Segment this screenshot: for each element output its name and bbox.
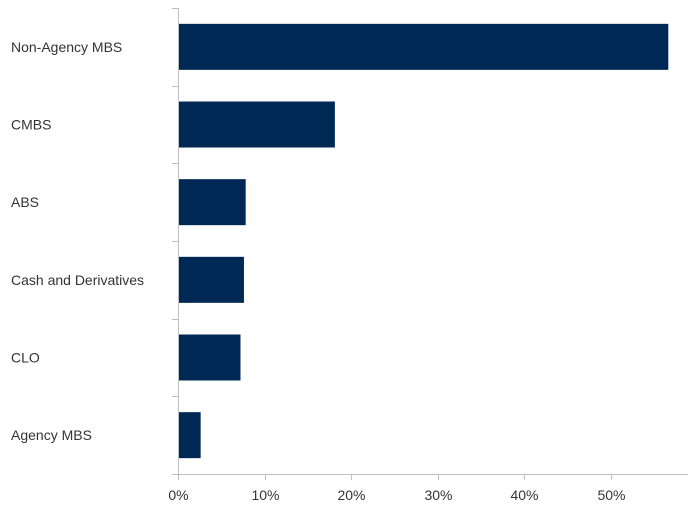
bar-agency-mbs (179, 412, 201, 459)
category-labels: Non-Agency MBS CMBS ABS Cash and Derivative… (11, 39, 144, 443)
x-tick-label-10: 10% (251, 487, 279, 503)
bar-clo (179, 334, 241, 381)
bar-abs (179, 179, 246, 226)
category-label-non-agency-mbs: Non-Agency MBS (11, 39, 122, 55)
x-tick-label-0: 0% (168, 487, 188, 503)
category-label-cash-and-derivatives: Cash and Derivatives (11, 272, 144, 288)
bar-non-agency-mbs (179, 23, 669, 70)
x-tick-label-30: 30% (424, 487, 452, 503)
bar-cash-and-derivatives (179, 256, 244, 303)
category-label-clo: CLO (11, 350, 40, 366)
category-label-agency-mbs: Agency MBS (11, 427, 92, 443)
x-tick-label-20: 20% (337, 487, 365, 503)
x-tick-label-40: 40% (510, 487, 538, 503)
category-label-abs: ABS (11, 194, 39, 210)
bar-cmbs (179, 101, 335, 148)
category-label-cmbs: CMBS (11, 117, 51, 133)
x-tick-label-50: 50% (597, 487, 625, 503)
bars-group (179, 23, 669, 459)
axes (172, 8, 688, 480)
x-tick-labels: 0% 10% 20% 30% 40% 50% (168, 487, 625, 503)
